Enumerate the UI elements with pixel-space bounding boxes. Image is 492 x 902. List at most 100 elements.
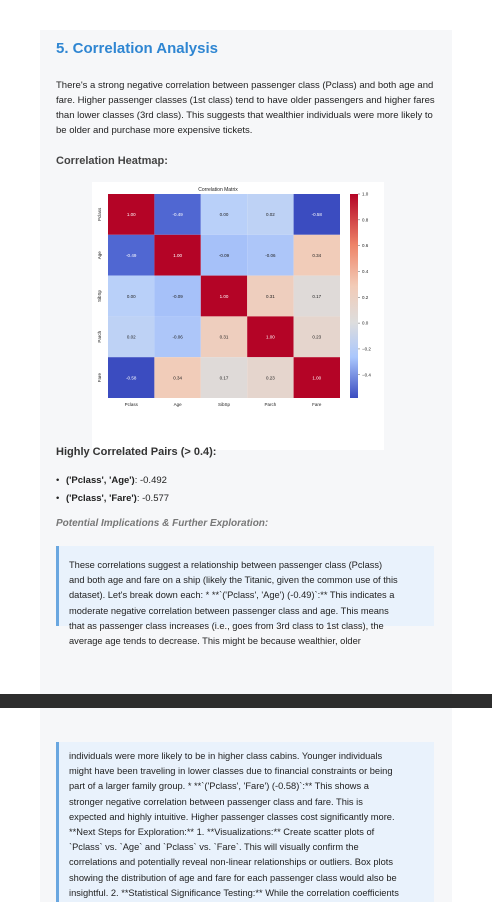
col-tick-label: Fare [312, 402, 322, 407]
cell-value-label: -0.58 [312, 212, 323, 217]
list-item: • ('Pclass', 'Age'): -0.492 [56, 475, 167, 486]
colorbar-tick-label: −0.2 [362, 347, 371, 352]
text-line: correlations and potentially reveal non-… [69, 857, 394, 868]
col-tick-label: Age [174, 402, 183, 407]
heatmap-cell [293, 275, 340, 317]
heatmap-cell [200, 275, 248, 317]
pair-name: ('Pclass', 'Fare') [66, 493, 137, 504]
colorbar-tick-label: 0.8 [362, 217, 369, 222]
implications-heading: Potential Implications & Further Explora… [56, 518, 269, 529]
text-line: individuals were more likely to be in hi… [69, 751, 383, 761]
colorbar-tick-label: 0.0 [362, 321, 369, 326]
heatmap-cell [293, 194, 340, 235]
cell-value-label: 0.23 [266, 375, 275, 380]
text-line: that as passenger class increases (i.e.,… [69, 620, 384, 631]
cell-value-label: -0.58 [126, 375, 137, 380]
blockquote-text-continued: individuals were more likely to be in hi… [69, 749, 399, 901]
heatmap-cell [293, 357, 340, 398]
section-title: 5. Correlation Analysis [56, 40, 218, 57]
pair-value: : -0.577 [136, 493, 170, 504]
text-line: showing the distribution of age and fare… [69, 872, 397, 883]
heatmap-cell [154, 194, 201, 235]
heatmap-svg: 1.00 -0.49 0.00 0.02 -0.58 -0.49 1.00 -0.09 -0.0… [97, 187, 371, 407]
heatmap-cell [200, 316, 248, 358]
cell-value-label: -0.09 [172, 294, 183, 299]
heatmap-cell [108, 357, 155, 398]
heatmap-cell [247, 357, 294, 398]
row-tick-label: SibSp [97, 290, 102, 303]
blockquote-text: These correlations suggest a relationshi… [69, 558, 398, 649]
cell-value-label: 0.02 [127, 335, 136, 340]
cell-value-label: 0.31 [266, 294, 275, 299]
text-line: stronger negative correlation between pa… [69, 796, 363, 807]
text-line: average age tends to decrease. This migh… [69, 636, 361, 647]
list-item: • ('Pclass', 'Fare'): -0.577 [56, 493, 170, 504]
cell-value-label: 1.00 [266, 335, 275, 340]
cell-value-label: 1.00 [173, 253, 182, 258]
text-line: moderate negative correlation between pa… [69, 605, 389, 616]
colorbar-tick-label: 1.0 [362, 192, 369, 197]
heatmap-cell [200, 194, 248, 235]
cell-value-label: 1.00 [312, 375, 321, 380]
heatmap-cell [154, 275, 201, 317]
text-line: dataset). Let's break down each: * **`('… [69, 590, 395, 601]
text-line: insightful. 2. **Statistical Significanc… [69, 887, 399, 898]
cell-value-label: 0.02 [266, 212, 275, 217]
text-line: might have been traveling in lower class… [69, 766, 393, 777]
row-tick-label: Fare [97, 372, 102, 382]
heatmap-cell [247, 316, 294, 358]
pair-name: ('Pclass', 'Age') [66, 475, 135, 486]
heatmap-cell [293, 316, 340, 358]
cell-value-label: 0.00 [127, 294, 136, 299]
cell-value-label: 0.17 [312, 294, 321, 299]
cell-value-label: -0.49 [126, 253, 137, 258]
cell-value-label: 0.31 [220, 335, 229, 340]
text-line: expected and highly intuitive. Higher pa… [69, 811, 395, 822]
cell-value-label: 0.34 [312, 253, 321, 258]
colorbar-tick-label: −0.4 [362, 372, 371, 377]
heatmap-cell [108, 234, 155, 276]
text-line: and both age and fare on a ship (likely … [69, 575, 398, 586]
cell-value-label: -0.09 [219, 253, 230, 258]
text-line: **Next Steps for Exploration:** 1. **Vis… [69, 827, 375, 838]
row-tick-label: Parch [97, 330, 102, 342]
heatmap-cell [293, 234, 340, 276]
heatmap-cell [108, 275, 155, 317]
heatmap-cell [108, 316, 155, 358]
col-tick-label: Pclass [125, 402, 139, 407]
page-separator [0, 694, 492, 708]
pairs-title: Highly Correlated Pairs (> 0.4): [56, 446, 217, 458]
cell-value-label: 0.00 [220, 212, 229, 217]
heatmap-cell [200, 357, 248, 398]
pair-value: : -0.492 [134, 475, 167, 486]
col-tick-label: SibSp [218, 402, 231, 407]
row-tick-label: Pclass [97, 207, 102, 221]
cell-value-label: 0.34 [173, 375, 182, 380]
implications-blockquote-continued: individuals were more likely to be in hi… [56, 742, 434, 902]
cell-value-label: 0.17 [220, 375, 229, 380]
cell-value-label: 0.23 [312, 335, 321, 340]
pairs-list: • ('Pclass', 'Age'): -0.492 • ('Pclass', '… [56, 472, 169, 508]
cell-value-label: 1.00 [127, 212, 136, 217]
heatmap-cell [200, 234, 248, 276]
colorbar-tick-label: 0.4 [362, 269, 369, 274]
cell-value-label: -0.06 [265, 253, 276, 258]
intro-paragraph: There's a strong negative correlation be… [56, 80, 435, 136]
heatmap-cell [247, 234, 294, 276]
text-line: These correlations suggest a relationshi… [69, 560, 383, 570]
cell-value-label: 1.00 [220, 294, 229, 299]
row-tick-label: Age [97, 251, 102, 260]
heatmap-cell [154, 316, 201, 358]
chart-title: Correlation Matrix [198, 187, 238, 193]
colorbar-tick-label: 0.6 [362, 243, 369, 248]
col-tick-label: Parch [265, 402, 277, 407]
colorbar [350, 194, 358, 398]
implications-blockquote: These correlations suggest a relationshi… [56, 546, 434, 646]
heatmap-cell [247, 194, 294, 235]
heatmap-cell [247, 275, 294, 317]
colorbar-tick-label: 0.2 [362, 295, 369, 300]
correlation-heatmap: 1.00 -0.49 0.00 0.02 -0.58 -0.49 1.00 -0.09 -0.0… [92, 182, 384, 450]
heatmap-cell [154, 234, 201, 276]
cell-value-label: -0.49 [172, 212, 183, 217]
heatmap-heading: Correlation Heatmap: [56, 155, 168, 167]
